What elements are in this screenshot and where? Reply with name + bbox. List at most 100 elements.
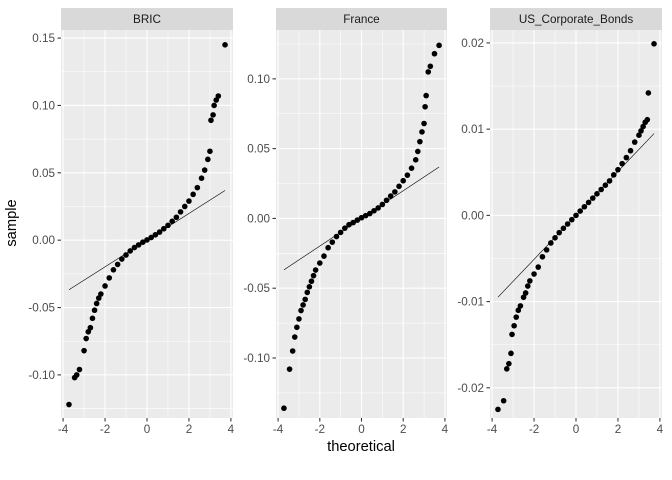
qq-data-point [548,240,554,246]
qq-data-point [651,40,657,47]
qq-data-point [535,264,542,270]
qq-data-point [638,128,644,134]
qq-data-point [329,239,336,245]
qq-data-point [291,334,298,340]
qq-data-point [106,275,113,281]
qq-data-point [222,42,228,48]
x-tick-label: -4 [273,423,284,436]
qq-data-point [186,198,192,204]
qq-data-point [310,272,317,279]
qq-data-point [160,225,167,232]
facet-strip [490,8,662,30]
qq-data-point [577,208,583,214]
y-tick-label: 0.00 [32,234,55,247]
qq-data-point [173,214,180,221]
qq-data-point [527,278,533,284]
facet-strip [276,8,447,30]
y-tick-label: 0.00 [247,212,270,225]
qq-data-point [127,248,134,254]
qq-data-point [387,193,394,199]
qq-data-point [201,167,208,173]
x-tick-label: -4 [487,423,498,436]
qq-data-point [89,315,96,322]
qq-data-point [379,201,386,208]
qq-data-point [207,148,213,155]
qq-data-point [581,203,588,210]
qq-data-point [325,244,331,251]
qq-data-point [181,203,188,210]
qq-data-point [552,234,558,241]
qq-data-point [556,229,563,236]
qq-data-point [375,205,381,211]
qq-data-point [531,271,537,277]
qq-data-point [371,207,377,214]
y-tick-label: -0.10 [243,352,270,365]
qq-data-point [102,283,108,289]
qq-data-point [415,148,421,155]
qq-data-point [520,294,527,301]
y-tick-label: 0.02 [461,37,484,50]
qq-data-point [346,221,352,228]
y-tick-label: 0.05 [247,143,270,156]
qq-data-point [131,244,138,251]
qq-data-point [598,186,604,193]
qq-data-point [298,307,304,314]
qq-data-point [148,234,154,241]
qq-data-point [66,401,72,408]
qq-data-point [114,261,121,268]
qq-data-point [573,212,579,219]
qq-data-point [281,405,287,412]
x-tick-label: -2 [100,423,110,436]
y-tick-label: -0.02 [457,382,484,395]
qq-data-point [500,397,507,404]
qq-data-point [560,225,567,232]
qq-data-point [585,199,592,206]
qq-data-point [156,229,163,235]
qq-data-point [606,178,613,184]
qq-data-point [513,314,520,320]
qq-data-point [640,123,646,130]
qq-data-point [87,324,94,331]
qq-data-point [421,120,427,127]
qq-data-point [135,242,142,248]
qq-data-point [589,195,596,201]
facet-strip [61,8,233,30]
qq-data-point [198,175,205,181]
qq-data-point [400,177,407,184]
qq-data-point [627,147,634,154]
facet-strip-label: US_Corporate_Bonds [519,13,634,26]
qq-data-point [423,92,429,99]
qq-data-point [367,210,373,217]
qq-data-point [152,231,159,238]
facet-panel-2: France -4 -2 0 2 4 -0.10 -0.05 0.00 0.05 0.10 [243,8,449,436]
qq-data-point [362,212,369,219]
qq-data-point [194,184,201,191]
qq-data-point [294,324,300,331]
qq-data-point [431,50,438,57]
qq-data-point [312,267,319,273]
facet-panel-1: BRIC -4 -2 0 2 4 -0.10 -0.05 0.00 0.05 0.10 0.15 [28,8,235,436]
qq-data-point [623,154,630,161]
qq-data-point [140,239,146,245]
y-tick-label: 0.15 [32,32,55,45]
qq-data-point [419,129,425,135]
qq-data-point [358,214,365,221]
y-tick-label: 0.00 [461,209,484,222]
qq-data-point [509,331,515,338]
qq-data-point [316,260,323,266]
qq-data-point [308,278,315,285]
qq-data-point [615,166,621,173]
facet-panel-3: US_Corporate_Bonds -4 -2 0 2 4 -0.02 -0.01 0.00 0… [457,8,664,436]
qq-data-point [644,116,651,123]
x-tick-label: -2 [529,423,539,436]
qq-data-point [286,366,293,372]
qq-data-point [289,348,296,354]
x-tick-label: 0 [144,423,151,436]
qq-data-point [306,284,313,290]
x-tick-label: 4 [442,423,449,436]
qq-data-point [350,219,356,226]
qq-data-point [333,233,340,240]
qq-data-point [169,218,175,225]
qq-data-point [123,252,129,258]
